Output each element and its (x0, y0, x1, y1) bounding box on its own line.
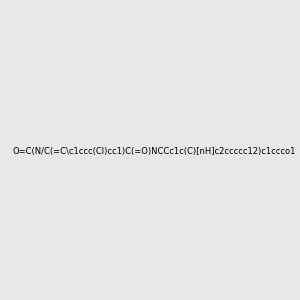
Text: O=C(N/C(=C\c1ccc(Cl)cc1)C(=O)NCCc1c(C)[nH]c2ccccc12)c1ccco1: O=C(N/C(=C\c1ccc(Cl)cc1)C(=O)NCCc1c(C)[n… (12, 147, 296, 156)
